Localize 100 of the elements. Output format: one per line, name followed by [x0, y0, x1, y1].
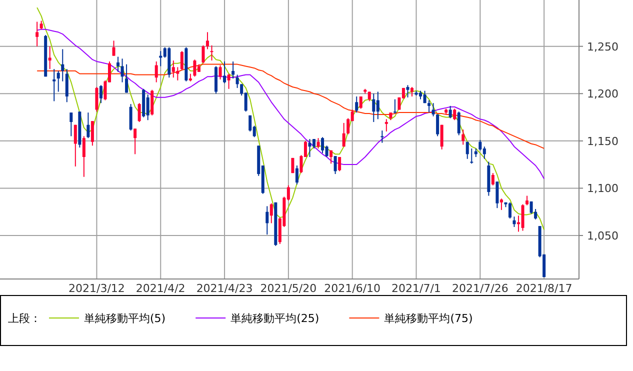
y-tick-label: 1,150: [587, 134, 618, 148]
candlestick: [240, 84, 244, 96]
candlestick: [300, 154, 303, 174]
line-series: [36, 7, 545, 230]
candlestick: [321, 136, 324, 154]
candlestick: [436, 114, 440, 137]
candlestick: [526, 195, 529, 206]
candlestick: [312, 138, 316, 149]
line-series: [36, 64, 545, 149]
candlestick: [65, 68, 68, 103]
candlestick: [82, 136, 86, 178]
candlestick: [508, 202, 512, 219]
candlestick: [146, 94, 150, 121]
candlestick: [384, 118, 388, 132]
y-tick-label: 1,100: [587, 182, 618, 196]
candlestick: [316, 138, 320, 149]
candlestick: [482, 146, 486, 160]
candlestick: [95, 86, 98, 112]
candlestick: [346, 118, 350, 135]
candlestick: [223, 60, 226, 84]
candlestick: [112, 40, 116, 56]
candlestick: [116, 56, 120, 72]
candlestick: [295, 165, 298, 185]
candlestick: [244, 92, 248, 112]
candlestick: [355, 96, 358, 114]
candlestick: [138, 102, 141, 123]
candlestick: [270, 202, 273, 224]
candlestick: [176, 66, 180, 81]
candlestick: [206, 32, 209, 50]
candlestick: [56, 70, 60, 92]
candlestick: [534, 208, 538, 220]
candlestick: [163, 46, 166, 58]
candlestick: [530, 200, 533, 214]
candlestick: [521, 204, 524, 232]
candlestick: [440, 124, 444, 150]
candlestick: [359, 96, 362, 110]
candlestick: [252, 125, 256, 138]
candlestick: [325, 145, 328, 158]
candlestick: [372, 93, 376, 123]
candlestick: [154, 60, 158, 83]
candlestick: [286, 184, 290, 201]
x-tick-label: 2021/3/12: [68, 282, 125, 295]
candlestick: [134, 128, 137, 155]
legend-title: 上段：: [8, 312, 41, 325]
x-tick-label: 2021/5/20: [260, 282, 317, 295]
candlestick: [236, 74, 239, 88]
x-tick-label: 2021/4/23: [196, 282, 253, 295]
y-tick-label: 1,050: [587, 229, 618, 242]
x-tick-label: 2021/4/2: [136, 282, 186, 295]
candlestick: [248, 114, 252, 132]
candlestick: [368, 91, 371, 102]
candlestick: [491, 172, 494, 186]
candlestick: [61, 48, 64, 82]
candlestick: [478, 139, 482, 151]
candlestick: [36, 21, 39, 47]
x-tick-label: 2021/8/17: [516, 282, 572, 295]
candlestick: [48, 46, 52, 70]
candlestick: [70, 112, 73, 137]
candlestick: [150, 89, 154, 116]
candlestick: [227, 73, 230, 90]
candlestick: [330, 150, 333, 164]
candlestick: [423, 90, 426, 104]
candlestick: [90, 120, 94, 146]
legend-label: 単純移動平均(25): [230, 312, 320, 325]
candlestick: [218, 64, 222, 80]
candlestick: [338, 156, 342, 172]
y-tick-label: 1,250: [587, 40, 618, 54]
candlestick: [125, 64, 128, 94]
candlestick: [266, 206, 269, 236]
candlestick: [86, 112, 90, 139]
candlestick: [512, 216, 516, 228]
candlestick: [466, 141, 469, 160]
candlestick: [120, 58, 124, 83]
candlestick: [172, 60, 175, 78]
legend-label: 単純移動平均(5): [84, 312, 166, 325]
candlestick: [108, 60, 111, 83]
candlestick: [406, 84, 410, 98]
candlestick: [380, 130, 384, 144]
candlestick: [457, 111, 460, 136]
candlestick: [470, 148, 474, 164]
candlestick: [428, 100, 431, 114]
x-tick-label: 2021/7/1: [392, 282, 441, 295]
candlestick: [232, 60, 235, 79]
candlestick: [432, 102, 435, 117]
candlestick: [304, 140, 307, 158]
candlestick: [99, 84, 102, 104]
candlestick: [210, 44, 214, 62]
candlestick: [52, 68, 56, 102]
candlestick: [334, 156, 337, 175]
candlestick: [453, 108, 456, 121]
candlestick: [308, 138, 312, 158]
candlestick: [180, 50, 184, 70]
legend-label: 単純移動平均(75): [384, 312, 473, 325]
candlestick: [448, 105, 452, 119]
x-tick-label: 2021/7/26: [452, 282, 508, 295]
y-tick-label: 1,200: [587, 88, 618, 101]
candlestick: [410, 86, 414, 97]
candlestick: [342, 122, 346, 148]
candlestick: [202, 44, 205, 64]
candlestick: [496, 181, 499, 209]
